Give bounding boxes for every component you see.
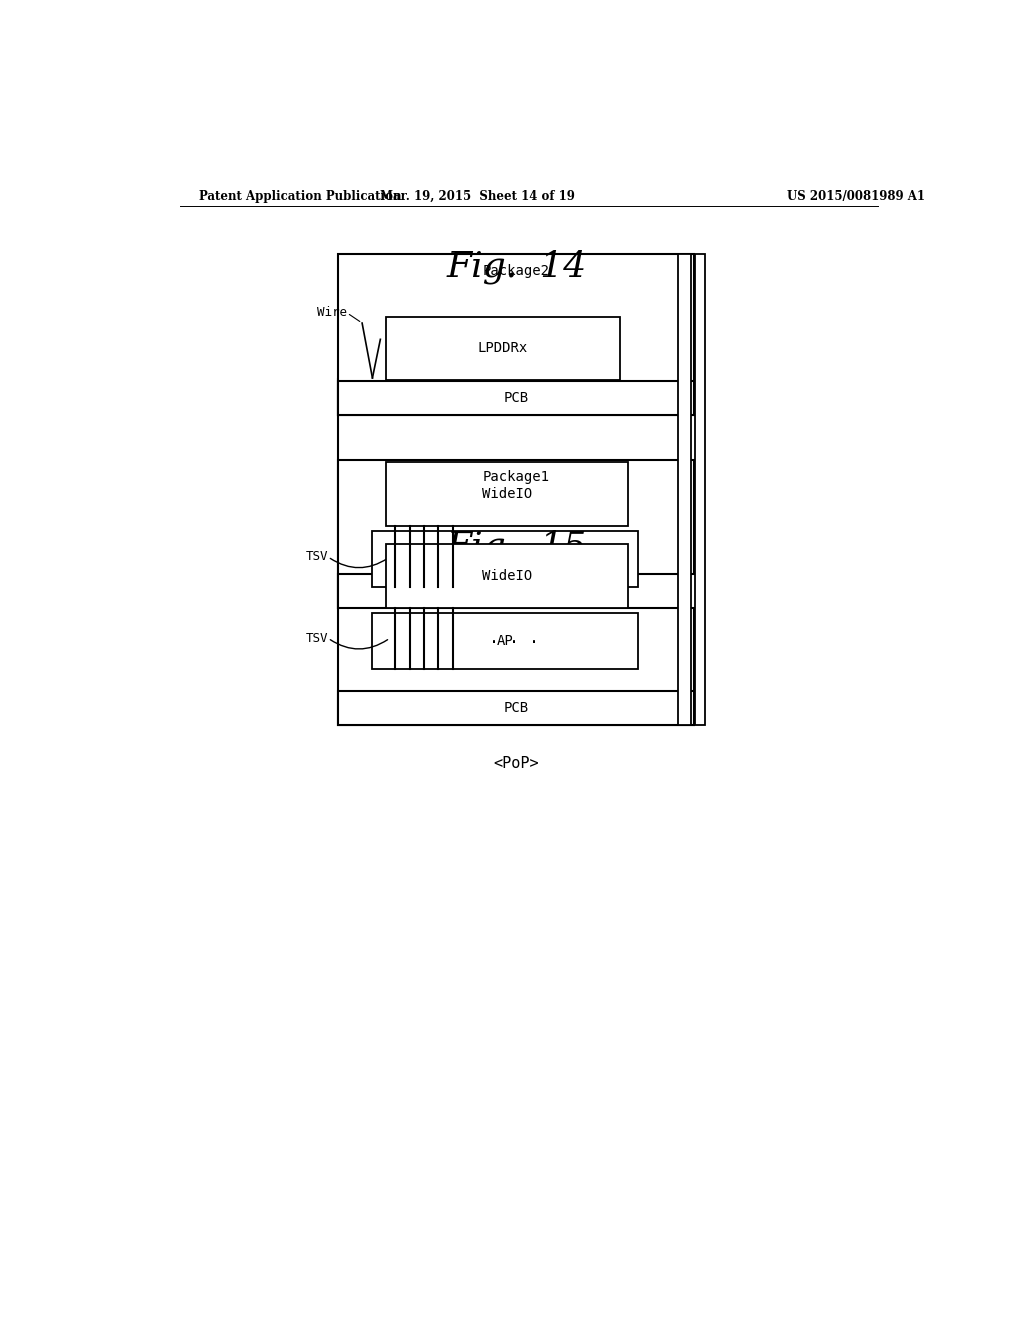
Text: WideIO: WideIO bbox=[482, 487, 532, 502]
Text: AP: AP bbox=[497, 552, 514, 566]
Text: Fig.  15: Fig. 15 bbox=[446, 529, 587, 564]
Text: TSV: TSV bbox=[305, 632, 328, 644]
Text: . . .: . . . bbox=[489, 548, 540, 566]
Bar bbox=[338, 253, 694, 414]
Text: AP: AP bbox=[497, 634, 514, 648]
Text: US 2015/0081989 A1: US 2015/0081989 A1 bbox=[786, 190, 925, 202]
Text: PCB: PCB bbox=[504, 701, 528, 714]
Text: Patent Application Publication: Patent Application Publication bbox=[200, 190, 402, 202]
Bar bbox=[373, 532, 638, 587]
Text: PCB: PCB bbox=[506, 583, 531, 598]
Bar bbox=[386, 462, 628, 527]
Text: WideIO: WideIO bbox=[482, 569, 532, 582]
Bar bbox=[338, 461, 694, 725]
Bar bbox=[338, 690, 694, 725]
Text: Fig.  14: Fig. 14 bbox=[446, 249, 587, 284]
Bar bbox=[338, 574, 699, 607]
Text: Semiconductor Package: Semiconductor Package bbox=[431, 389, 607, 403]
Text: PCB: PCB bbox=[504, 391, 528, 405]
Bar bbox=[694, 253, 705, 725]
Bar bbox=[386, 544, 628, 607]
Text: Wire: Wire bbox=[317, 306, 347, 319]
Bar bbox=[386, 317, 621, 380]
Bar bbox=[338, 381, 694, 414]
Bar bbox=[373, 612, 638, 669]
Text: Package2: Package2 bbox=[482, 264, 550, 279]
Bar bbox=[338, 379, 699, 607]
Text: LPDDRx: LPDDRx bbox=[478, 342, 528, 355]
Text: <PoP>: <PoP> bbox=[494, 755, 539, 771]
Text: . . .: . . . bbox=[489, 630, 540, 647]
Bar bbox=[678, 253, 690, 725]
Text: Mar. 19, 2015  Sheet 14 of 19: Mar. 19, 2015 Sheet 14 of 19 bbox=[380, 190, 574, 202]
Text: TSV: TSV bbox=[305, 550, 328, 564]
Text: Package1: Package1 bbox=[482, 470, 550, 484]
